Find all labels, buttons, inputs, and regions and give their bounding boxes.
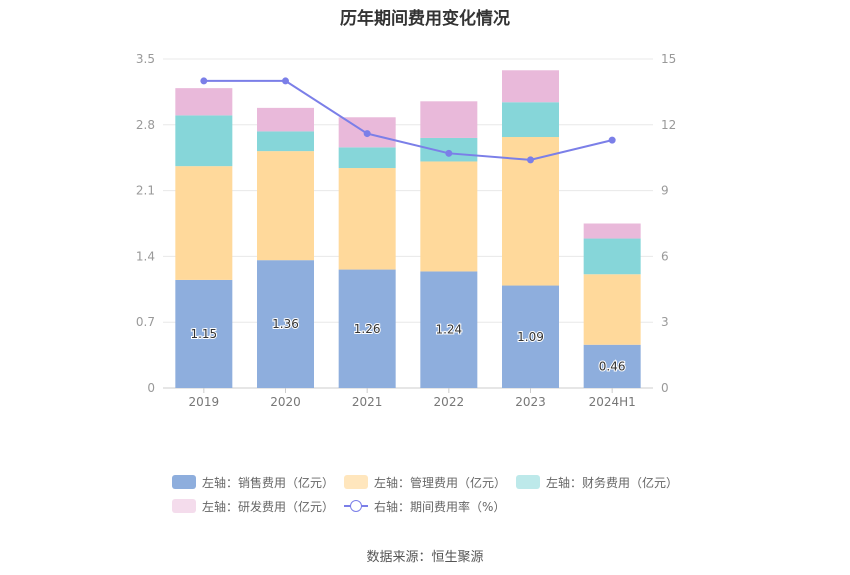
legend-item-finance[interactable]: 左轴：财务费用（亿元） xyxy=(516,472,678,492)
bar-data-label: 1.36 xyxy=(272,317,299,331)
right-tick-label: 12 xyxy=(661,118,676,132)
legend-label-rate: 右轴：期间费用率（%） xyxy=(374,499,506,514)
bar-series xyxy=(175,70,641,388)
bar-admin xyxy=(257,151,314,261)
bar-admin xyxy=(175,166,233,280)
x-tick-label: 2021 xyxy=(352,395,383,409)
bar-admin xyxy=(583,274,641,345)
legend-label-finance: 左轴：财务费用（亿元） xyxy=(546,475,679,490)
legend-swatch-rate xyxy=(344,499,368,513)
right-tick-label: 0 xyxy=(661,381,669,395)
left-tick-label: 1.4 xyxy=(136,249,155,263)
bar-finance xyxy=(257,131,314,152)
legend-item-sales[interactable]: 左轴：销售费用（亿元） xyxy=(172,472,334,492)
bar-finance xyxy=(338,147,396,169)
bar-sales xyxy=(338,269,396,388)
bar-data-label: 0.46 xyxy=(599,359,626,373)
legend-item-rate[interactable]: 右轴：期间费用率（%） xyxy=(344,496,505,516)
bar-admin xyxy=(338,168,396,270)
data-labels: 1.15 1.36 1.26 1.24 1.09 0.46 xyxy=(189,316,626,374)
right-tick-label: 9 xyxy=(661,184,669,198)
legend-item-admin[interactable]: 左轴：管理费用（亿元） xyxy=(344,472,506,492)
x-tick-label: 2022 xyxy=(434,395,465,409)
bar-sales xyxy=(175,279,233,388)
bar-rnd xyxy=(175,88,233,116)
bar-data-label: 1.09 xyxy=(517,330,544,344)
bar-finance xyxy=(420,137,478,162)
left-tick-label: 0.7 xyxy=(136,315,155,329)
legend-swatch-rnd xyxy=(172,499,196,513)
bar-rnd xyxy=(502,70,559,103)
legend-label-sales: 左轴：销售费用（亿元） xyxy=(202,475,335,490)
bar-finance xyxy=(175,115,233,167)
legend-label-admin: 左轴：管理费用（亿元） xyxy=(374,475,507,490)
bar-sales xyxy=(257,260,314,388)
chart-title: 历年期间费用变化情况 xyxy=(340,9,510,29)
legend-item-rnd[interactable]: 左轴：研发费用（亿元） xyxy=(172,496,334,516)
left-tick-label: 0 xyxy=(147,381,155,395)
line-series xyxy=(200,77,616,164)
rate-point xyxy=(527,156,534,164)
bar-sales xyxy=(420,271,478,388)
x-tick-label: 2020 xyxy=(270,395,301,409)
x-tick-label: 2019 xyxy=(189,395,220,409)
right-tick-label: 6 xyxy=(661,249,669,263)
rate-point xyxy=(282,77,289,85)
left-tick-label: 3.5 xyxy=(136,52,155,66)
bar-sales xyxy=(583,344,641,388)
bar-finance xyxy=(583,238,641,275)
legend-label-rnd: 左轴：研发费用（亿元） xyxy=(202,499,335,514)
x-tick-label: 2024H1 xyxy=(589,395,636,409)
legend-swatch-admin xyxy=(344,475,368,489)
x-axis-ticks: 2019 2020 2021 2022 2023 2024H1 xyxy=(189,388,636,409)
left-axis-ticks: 0 0.7 1.4 2.1 2.8 3.5 xyxy=(136,52,155,395)
right-tick-label: 3 xyxy=(661,315,669,329)
rate-point xyxy=(200,77,208,85)
bar-data-label: 1.26 xyxy=(354,322,381,336)
rate-point xyxy=(445,149,453,157)
bar-rnd xyxy=(583,223,641,239)
bar-data-label: 1.24 xyxy=(435,323,462,337)
bar-sales xyxy=(502,285,559,388)
data-source: 数据来源：恒生聚源 xyxy=(366,550,484,565)
right-tick-label: 15 xyxy=(661,52,676,66)
left-tick-label: 2.8 xyxy=(136,118,155,132)
bar-finance xyxy=(502,102,559,138)
rate-line xyxy=(203,79,613,161)
legend-swatch-sales xyxy=(172,475,196,489)
rate-point xyxy=(608,136,616,144)
bar-rnd xyxy=(420,101,478,138)
grid-lines xyxy=(163,58,653,389)
right-axis-ticks: 0 3 6 9 12 15 xyxy=(661,52,676,395)
bar-data-label: 1.15 xyxy=(190,327,217,341)
bar-admin xyxy=(420,161,478,272)
legend-swatch-finance xyxy=(516,475,540,489)
rate-point xyxy=(363,130,371,138)
bar-rnd xyxy=(257,107,314,132)
left-tick-label: 2.1 xyxy=(136,184,155,198)
x-tick-label: 2023 xyxy=(515,395,546,409)
